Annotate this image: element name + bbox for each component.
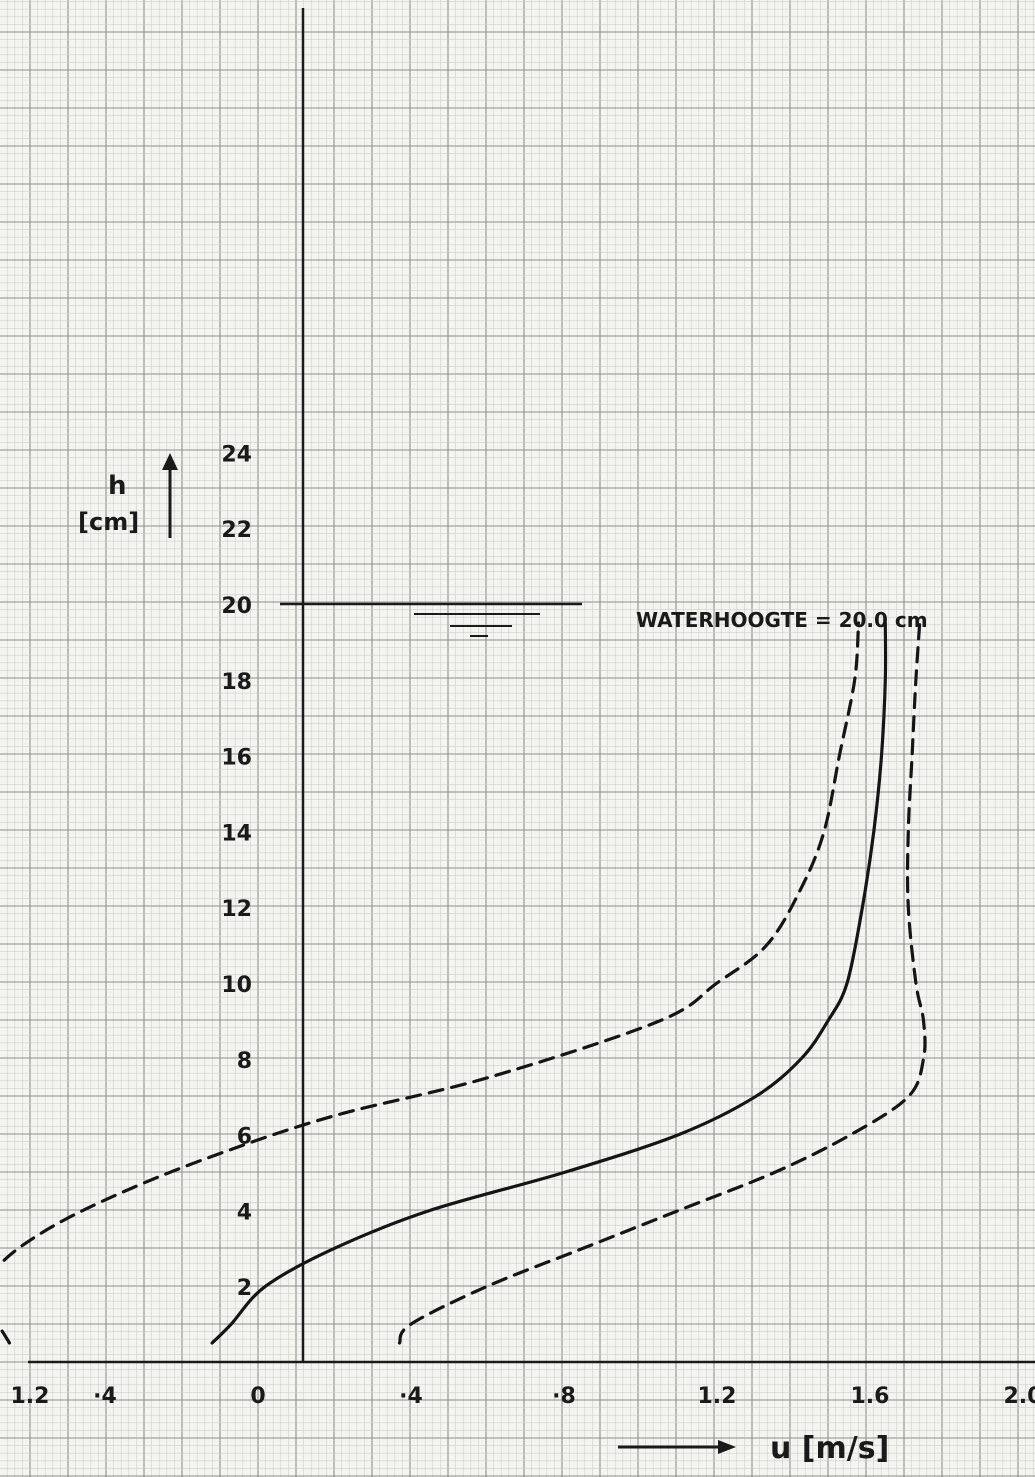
y-tick-label: 24 bbox=[221, 442, 252, 467]
x-tick-label: 1.2 bbox=[698, 1384, 737, 1409]
y-tick-label: 14 bbox=[221, 821, 252, 846]
x-axis-arrowhead bbox=[718, 1440, 736, 1454]
y-tick-label: 18 bbox=[221, 670, 252, 695]
y-tick-label: 10 bbox=[221, 973, 252, 998]
y-axis-label-unit: [cm] bbox=[78, 508, 139, 536]
y-axis-label: h [cm] bbox=[78, 453, 178, 538]
series-line-1 bbox=[210, 621, 888, 1345]
y-tick-label: 22 bbox=[221, 518, 252, 543]
y-tick-label: 2 bbox=[237, 1276, 252, 1301]
water-level-annotation: WATERHOOGTE = 20.0 cm bbox=[636, 608, 928, 632]
y-tick-label: 12 bbox=[221, 897, 252, 922]
y-tick-label: 20 bbox=[221, 594, 252, 619]
series-layer bbox=[0, 621, 927, 1345]
x-tick-label: ·8 bbox=[552, 1384, 576, 1409]
y-tick-label: 16 bbox=[221, 746, 252, 771]
y-axis-label-h: h bbox=[108, 471, 127, 501]
y-tick-label: 6 bbox=[237, 1125, 252, 1150]
y-tick-label: 8 bbox=[237, 1049, 252, 1074]
series-line-2 bbox=[0, 621, 861, 1345]
x-tick-label: ·4 bbox=[399, 1384, 423, 1409]
x-tick-label: 1.6 bbox=[851, 1384, 890, 1409]
y-axis-arrowhead bbox=[162, 453, 178, 470]
x-tick-label: 2.0 bbox=[1004, 1384, 1035, 1409]
axes bbox=[28, 8, 1035, 1364]
x-tick-label: 1.2 bbox=[11, 1384, 50, 1409]
x-tick-label: 0 bbox=[250, 1384, 265, 1409]
x-tick-labels: 1.2·8·40·4·81.21.62.02.4 bbox=[11, 1384, 1035, 1409]
x-axis-label-text: u [m/s] bbox=[770, 1431, 889, 1466]
x-axis-label: u [m/s] bbox=[618, 1431, 889, 1466]
water-level-marker: WATERHOOGTE = 20.0 cm bbox=[280, 602, 928, 637]
y-tick-label: 4 bbox=[237, 1200, 252, 1225]
x-tick-label: ·4 bbox=[93, 1384, 117, 1409]
